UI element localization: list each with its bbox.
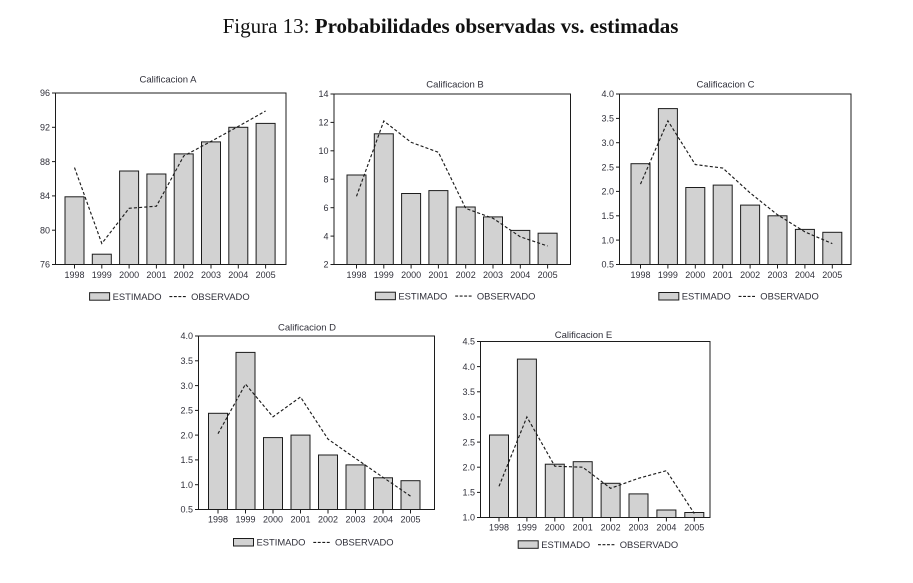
svg-text:1999: 1999 [374,270,394,280]
svg-text:0.5: 0.5 [180,505,193,515]
svg-text:2003: 2003 [483,270,503,280]
svg-text:3.0: 3.0 [180,381,193,391]
svg-text:2.5: 2.5 [462,437,475,447]
svg-text:2000: 2000 [545,523,565,533]
svg-text:2: 2 [323,260,328,270]
svg-text:1.5: 1.5 [601,211,614,221]
svg-text:Calificacion A: Calificacion A [139,75,197,86]
svg-text:Calificacion C: Calificacion C [696,80,754,91]
svg-text:4.0: 4.0 [462,362,475,372]
svg-text:92: 92 [40,123,50,133]
svg-text:2004: 2004 [656,523,676,533]
svg-text:OBSERVADO: OBSERVADO [477,290,536,301]
svg-text:1998: 1998 [346,270,366,280]
svg-text:OBSERVADO: OBSERVADO [760,291,819,302]
svg-text:1.5: 1.5 [180,455,193,465]
svg-text:Calificacion B: Calificacion B [426,80,484,91]
svg-text:2003: 2003 [628,523,648,533]
svg-text:2.0: 2.0 [601,187,614,197]
svg-text:2002: 2002 [740,270,760,280]
svg-text:ESTIMADO: ESTIMADO [257,537,306,548]
svg-text:2001: 2001 [713,270,733,280]
svg-text:3.5: 3.5 [180,356,193,366]
svg-text:2004: 2004 [795,270,815,280]
svg-text:2.0: 2.0 [462,462,475,472]
svg-text:2001: 2001 [146,270,166,280]
svg-text:14: 14 [318,89,328,99]
svg-text:3.0: 3.0 [601,138,614,148]
svg-text:ESTIMADO: ESTIMADO [682,291,731,302]
svg-text:4.0: 4.0 [601,89,614,99]
svg-text:1998: 1998 [489,523,509,533]
svg-text:1999: 1999 [92,270,112,280]
svg-text:OBSERVADO: OBSERVADO [191,291,250,302]
svg-text:10: 10 [318,146,328,156]
svg-text:ESTIMADO: ESTIMADO [541,539,590,550]
svg-text:4: 4 [323,231,328,241]
svg-text:2003: 2003 [345,515,365,525]
svg-text:4.0: 4.0 [180,331,193,341]
svg-text:2004: 2004 [510,270,530,280]
svg-text:4.5: 4.5 [462,337,475,347]
svg-text:2005: 2005 [400,515,420,525]
svg-text:Calificacion D: Calificacion D [278,323,336,334]
svg-text:3.5: 3.5 [601,114,614,124]
svg-text:ESTIMADO: ESTIMADO [398,290,447,301]
svg-text:2004: 2004 [228,270,248,280]
svg-text:2002: 2002 [174,270,194,280]
svg-text:80: 80 [40,225,50,235]
svg-text:2000: 2000 [119,270,139,280]
svg-text:2002: 2002 [601,523,621,533]
svg-text:1999: 1999 [517,523,537,533]
svg-text:Calificacion E: Calificacion E [555,330,613,341]
svg-text:2003: 2003 [201,270,221,280]
svg-text:1.5: 1.5 [462,488,475,498]
svg-text:2.5: 2.5 [601,162,614,172]
svg-text:OBSERVADO: OBSERVADO [335,537,394,548]
svg-text:2000: 2000 [263,515,283,525]
svg-text:0.5: 0.5 [601,260,614,270]
svg-text:76: 76 [40,260,50,270]
svg-text:2003: 2003 [767,270,787,280]
svg-text:2005: 2005 [822,270,842,280]
svg-text:88: 88 [40,157,50,167]
svg-text:2005: 2005 [684,523,704,533]
svg-text:2000: 2000 [685,270,705,280]
svg-text:1999: 1999 [235,515,255,525]
svg-text:2005: 2005 [538,270,558,280]
svg-text:3.0: 3.0 [462,412,475,422]
svg-text:2002: 2002 [456,270,476,280]
svg-text:6: 6 [323,203,328,213]
svg-text:2004: 2004 [373,515,393,525]
svg-text:OBSERVADO: OBSERVADO [620,539,679,550]
svg-text:2005: 2005 [256,270,276,280]
svg-text:1.0: 1.0 [462,513,475,523]
svg-text:2001: 2001 [573,523,593,533]
svg-text:2.0: 2.0 [180,430,193,440]
svg-text:ESTIMADO: ESTIMADO [113,291,162,302]
svg-text:1998: 1998 [64,270,84,280]
svg-text:2000: 2000 [401,270,421,280]
svg-text:2001: 2001 [290,515,310,525]
svg-text:1999: 1999 [658,270,678,280]
svg-text:12: 12 [318,118,328,128]
svg-text:1.0: 1.0 [180,480,193,490]
svg-text:2.5: 2.5 [180,406,193,416]
svg-text:8: 8 [323,174,328,184]
svg-text:96: 96 [40,88,50,98]
svg-text:1998: 1998 [208,515,228,525]
svg-text:84: 84 [40,191,50,201]
svg-text:1998: 1998 [630,270,650,280]
svg-text:2002: 2002 [318,515,338,525]
svg-text:2001: 2001 [428,270,448,280]
svg-text:3.5: 3.5 [462,387,475,397]
svg-text:1.0: 1.0 [601,235,614,245]
